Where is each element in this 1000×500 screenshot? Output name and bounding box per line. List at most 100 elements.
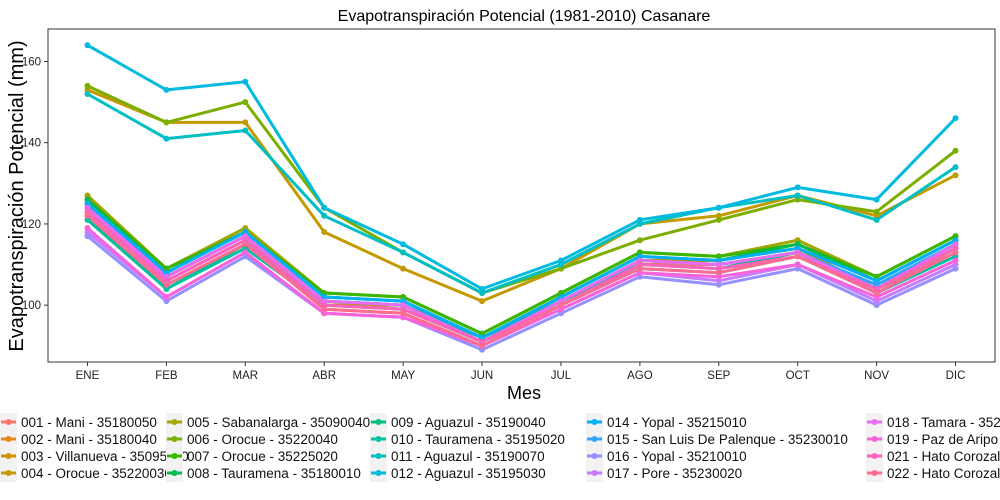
legend-key-background [370, 413, 387, 482]
y-axis-label: Evapotranspiración Potencial (mm) [6, 40, 28, 351]
legend-label: 008 - Tauramena - 35180010 [187, 466, 361, 481]
series-line [86, 234, 957, 352]
data-point [794, 192, 801, 199]
data-point [321, 212, 328, 219]
data-point [479, 290, 485, 296]
x-tick-label: JUL [551, 370, 572, 382]
y-tick-label: 120 [22, 219, 41, 231]
data-point [952, 245, 959, 252]
legend-swatch-point [171, 419, 178, 425]
x-tick-label: ENE [76, 370, 100, 382]
series-line [86, 226, 957, 348]
data-point [242, 99, 249, 106]
data-point [636, 265, 643, 272]
legend-label: 019 - Paz de Aripo [887, 432, 998, 447]
legend-swatch-point [871, 419, 878, 425]
data-point [400, 241, 407, 248]
data-point [794, 184, 801, 191]
series-line [86, 206, 957, 344]
data-point [321, 306, 328, 313]
data-point [163, 298, 170, 305]
data-point [794, 265, 801, 272]
legend-label: 012 - Aguazul - 35195030 [391, 466, 546, 481]
data-point [479, 285, 485, 292]
series-line [86, 43, 957, 291]
legend-swatch-point [871, 436, 878, 442]
legend-label: 001 - Mani - 35180050 [21, 415, 157, 430]
data-point [873, 273, 880, 280]
legend-key-background [166, 413, 183, 482]
legend: 001 - Mani - 35180050 002 - Mani - 351800… [0, 413, 1000, 482]
data-point [242, 78, 249, 85]
data-point [558, 257, 564, 264]
data-point [952, 241, 959, 248]
data-point [479, 334, 485, 341]
legend-label: 017 - Pore - 35230020 [607, 466, 742, 481]
data-point [873, 298, 880, 305]
legend-label: 003 - Villanueva - 35095110 [21, 449, 189, 464]
y-tick-label: 160 [22, 56, 41, 68]
data-point [873, 208, 880, 215]
data-point [242, 127, 249, 134]
x-tick-label: AGO [627, 370, 653, 382]
legend-swatch-point [375, 436, 382, 442]
legend-swatch-point [5, 470, 12, 476]
data-point [715, 204, 722, 211]
data-point [163, 265, 170, 272]
data-point [715, 269, 722, 276]
data-point [558, 310, 564, 317]
data-point [163, 119, 170, 126]
legend-swatch-point [171, 470, 178, 476]
data-point [163, 135, 170, 142]
data-point [794, 253, 801, 260]
legend-swatch-point [591, 453, 598, 459]
legend-swatch-point [375, 470, 382, 476]
legend-label: 005 - Sabanalarga - 35090040 [187, 415, 370, 430]
series-line [86, 214, 957, 348]
data-point [479, 298, 485, 305]
data-point [84, 212, 91, 219]
legend-swatch-point [5, 436, 12, 442]
data-point [873, 196, 880, 203]
data-point [794, 261, 801, 268]
legend-label: 006 - Orocue - 35220040 [187, 432, 338, 447]
data-point [715, 277, 722, 284]
data-point [715, 261, 722, 268]
x-tick-label: DIC [946, 370, 966, 382]
legend-label: 015 - San Luis De Palenque - 35230010 [607, 432, 848, 447]
data-point [873, 281, 880, 288]
series-line [86, 92, 957, 295]
data-point [84, 192, 91, 199]
data-point [163, 285, 170, 292]
data-point [84, 82, 91, 89]
legend-swatch-point [591, 436, 598, 442]
legend-swatch-point [375, 453, 382, 459]
data-point [794, 196, 801, 203]
data-point [321, 204, 328, 211]
data-point [321, 310, 328, 317]
data-point [952, 233, 959, 240]
x-tick-label: NOV [864, 370, 889, 382]
data-point [952, 249, 959, 256]
x-tick-label: ABR [312, 370, 336, 382]
legend-label: 002 - Mani - 35180040 [21, 432, 157, 447]
data-point [873, 285, 880, 292]
data-point [400, 249, 407, 256]
data-point [952, 115, 959, 122]
data-point [952, 265, 959, 272]
data-point [321, 302, 328, 309]
data-point [242, 241, 249, 248]
data-point [715, 212, 722, 219]
legend-label: 009 - Aguazul - 35190040 [391, 415, 546, 430]
data-point [715, 265, 722, 272]
data-point [400, 302, 407, 309]
legend-swatch-point [5, 419, 12, 425]
data-point [636, 261, 643, 268]
legend-swatch-point [591, 419, 598, 425]
data-point [84, 216, 91, 223]
legend-key-background [866, 413, 883, 482]
legend-swatch-point [171, 436, 178, 442]
legend-label: 011 - Aguazul - 35190070 [391, 449, 545, 464]
x-tick-label: MAR [233, 370, 259, 382]
